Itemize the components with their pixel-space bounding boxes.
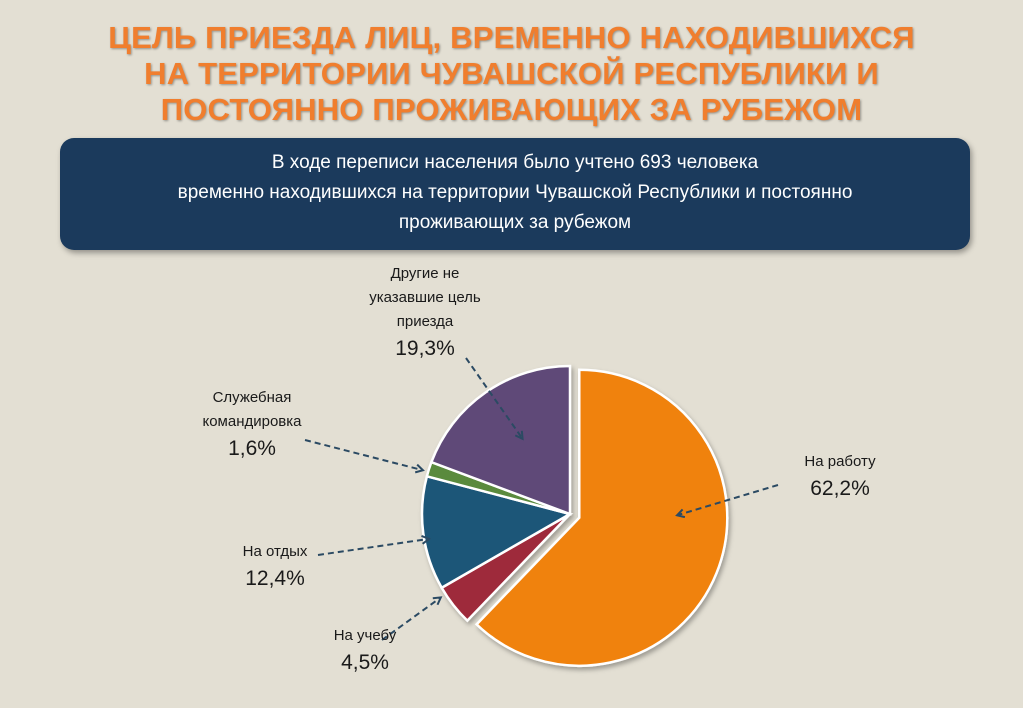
banner-line: проживающих за рубежом: [398, 212, 632, 233]
label-business-name: Служебная: [212, 389, 292, 406]
label-other-pct: 19,3%: [395, 337, 455, 360]
page-title-line: ПОСТОЯННО ПРОЖИВАЮЩИХ ЗА РУБЕЖОМ: [160, 92, 863, 127]
label-business: Служебная командировка 1,6%: [172, 386, 332, 464]
label-other-name: Другие не: [390, 265, 460, 282]
label-work-pct: 62,2%: [810, 477, 870, 500]
label-other-name: указавшие цель: [369, 289, 481, 306]
pie-slice-rest: [420, 474, 574, 590]
page-title-line: НА ТЕРРИТОРИИ ЧУВАШСКОЙ РЕСПУБЛИКИ И: [144, 56, 879, 91]
label-study: На учебу 4,5%: [305, 624, 425, 678]
summary-banner: В ходе переписи населения было учтено 69…: [60, 138, 970, 250]
label-study-pct: 4,5%: [341, 651, 389, 674]
label-business-name: командировка: [202, 413, 302, 430]
label-other-name: приезда: [396, 313, 454, 330]
leader-arrow-rest: [317, 539, 428, 556]
label-other: Другие не указавшие цель приезда 19,3%: [345, 262, 505, 364]
label-rest-pct: 12,4%: [245, 567, 305, 590]
label-study-name: На учебу: [333, 627, 397, 644]
label-business-pct: 1,6%: [228, 437, 276, 460]
leader-arrow-other: [465, 357, 522, 438]
page-title-line: ЦЕЛЬ ПРИЕЗДА ЛИЦ, ВРЕМЕННО НАХОДИВШИХСЯ: [108, 20, 915, 55]
label-work: На работу 62,2%: [775, 450, 905, 504]
leader-arrow-work: [678, 484, 779, 515]
label-rest-name: На отдых: [242, 543, 308, 560]
pie-slice-work: [474, 368, 729, 667]
pie-slice-other: [429, 364, 572, 516]
banner-line: В ходе переписи населения было учтено 69…: [271, 152, 759, 173]
page-title: ЦЕЛЬ ПРИЕЗДА ЛИЦ, ВРЕМЕННО НАХОДИВШИХСЯ …: [0, 20, 1023, 128]
label-rest: На отдых 12,4%: [210, 540, 340, 594]
label-work-name: На работу: [804, 453, 876, 470]
banner-line: временно находившихся на территории Чува…: [177, 182, 853, 203]
leader-arrow-business: [304, 439, 422, 470]
leader-arrow-study: [381, 598, 440, 641]
